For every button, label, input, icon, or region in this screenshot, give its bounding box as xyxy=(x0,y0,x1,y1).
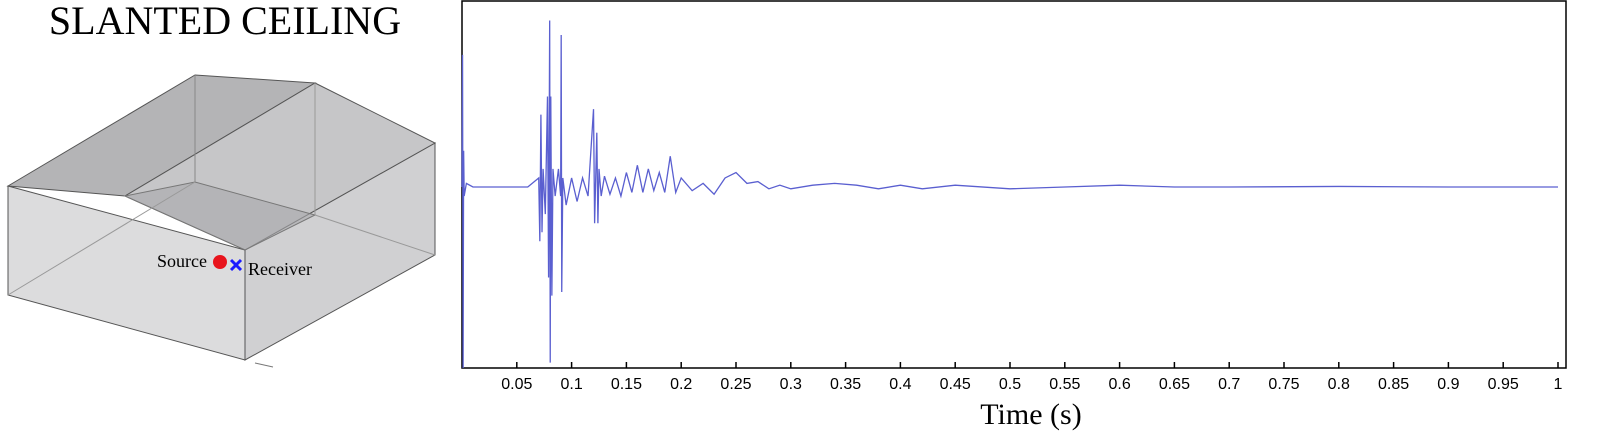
x-axis-label: Time (s) xyxy=(980,398,1081,431)
x-tick-label: 0.3 xyxy=(780,376,802,393)
figure-title: SLANTED CEILING xyxy=(49,0,401,43)
x-tick-label: 0.7 xyxy=(1218,376,1240,393)
x-tick-label: 0.35 xyxy=(830,376,861,393)
x-tick-label: 0.5 xyxy=(999,376,1021,393)
x-tick-label: 0.6 xyxy=(1108,376,1130,393)
x-tick-label: 0.25 xyxy=(720,376,751,393)
receiver-label: Receiver xyxy=(248,259,312,279)
x-tick-label: 0.85 xyxy=(1378,376,1409,393)
x-tick-label: 0.65 xyxy=(1159,376,1190,393)
x-tick-label: 0.05 xyxy=(501,376,532,393)
source-label: Source xyxy=(157,251,207,271)
room-diagram xyxy=(6,74,437,368)
x-tick-label: 0.45 xyxy=(940,376,971,393)
plot-frame xyxy=(461,0,1567,369)
x-tick-label: 0.9 xyxy=(1437,376,1459,393)
x-tick-label: 0.8 xyxy=(1328,376,1350,393)
x-tick-label: 0.4 xyxy=(889,376,911,393)
receiver-marker xyxy=(229,258,243,272)
waveform-line xyxy=(461,20,1558,369)
x-tick-label: 0.1 xyxy=(560,376,582,393)
x-tick-label: 0.55 xyxy=(1049,376,1080,393)
x-tick-label: 0.95 xyxy=(1488,376,1519,393)
x-tick-label: 1 xyxy=(1554,376,1563,393)
source-marker xyxy=(213,255,227,269)
x-tick-label: 0.2 xyxy=(670,376,692,393)
x-tick-label: 0.75 xyxy=(1268,376,1299,393)
x-tick-label: 0.15 xyxy=(611,376,642,393)
